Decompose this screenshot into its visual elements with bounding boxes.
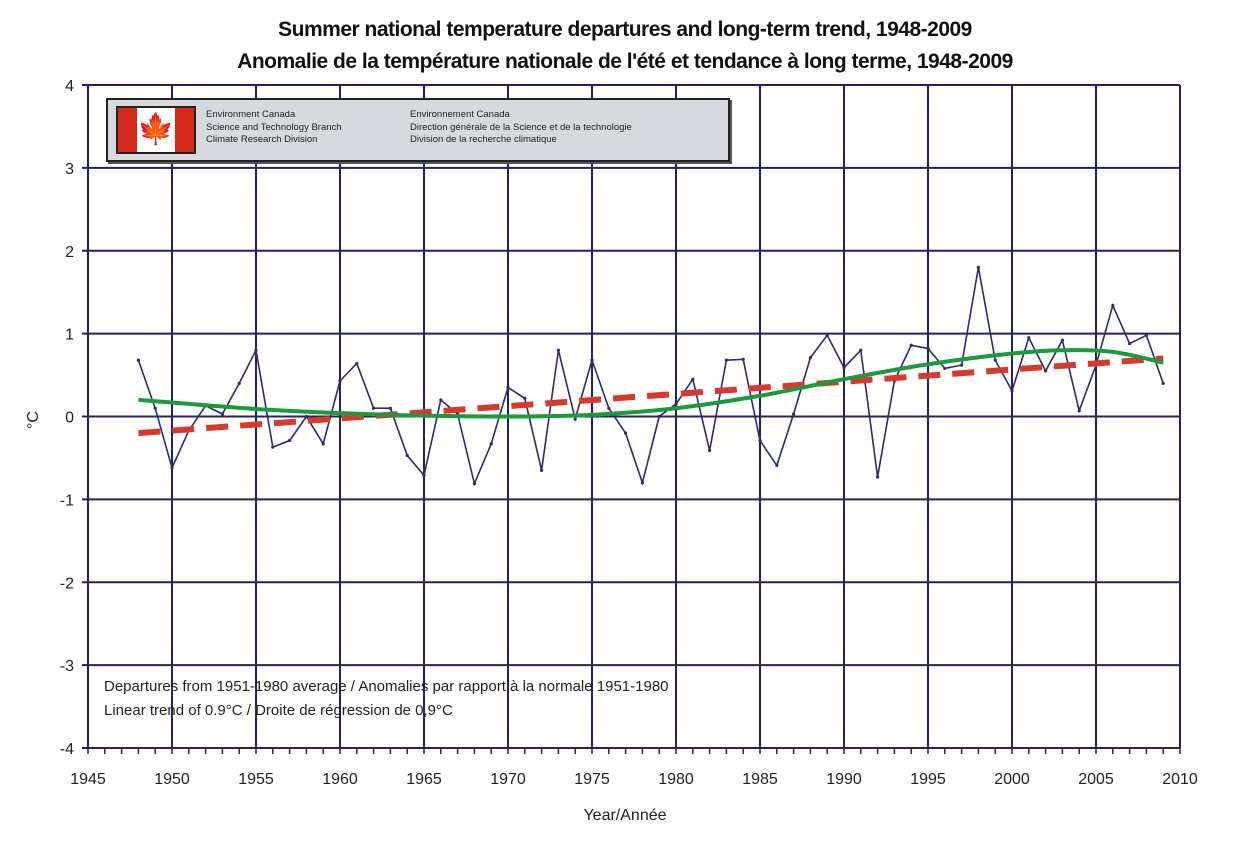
- x-tick-label: 1990: [826, 771, 862, 788]
- anomaly-point: [304, 414, 308, 419]
- anomaly-point: [590, 358, 594, 362]
- anomaly-point: [523, 396, 527, 400]
- chart-subtitle: Anomalie de la température nationale de …: [237, 50, 1013, 73]
- x-tick-label: 2000: [994, 771, 1030, 788]
- anomaly-point: [674, 402, 678, 406]
- y-tick-label: -2: [60, 575, 74, 592]
- anomaly-point: [758, 438, 762, 443]
- anomaly-point: [842, 366, 846, 370]
- anomaly-point: [288, 438, 292, 443]
- y-tick-label: 1: [65, 327, 74, 344]
- anomaly-point: [1077, 409, 1081, 413]
- x-tick-label: 1960: [322, 771, 358, 788]
- x-axis-label: Year/Année: [583, 807, 666, 824]
- anomaly-point: [943, 366, 947, 371]
- anomaly-point: [1027, 336, 1031, 340]
- anomaly-point: [691, 377, 695, 381]
- anomaly-point: [1010, 389, 1014, 393]
- anomaly-point: [338, 379, 342, 383]
- anomaly-point: [1111, 303, 1115, 308]
- anomaly-point: [271, 445, 275, 449]
- logo-text-french: Environnement Canada Direction générale d…: [410, 109, 632, 145]
- y-tick-label: 4: [65, 78, 74, 95]
- linear-trend-line: [138, 355, 1164, 437]
- anomaly-point: [909, 343, 913, 347]
- logo-text-english: Environment Canada Science and Technology…: [206, 109, 342, 145]
- anomaly-point: [388, 406, 392, 410]
- anomaly-point: [976, 265, 981, 269]
- anomaly-point: [1128, 341, 1132, 346]
- annotation-text: Departures from 1951-1980 average / Anom…: [104, 678, 669, 695]
- canada-flag-icon: 🍁: [116, 106, 196, 154]
- anomaly-point: [556, 348, 561, 352]
- anomaly-point: [1060, 338, 1064, 342]
- anomaly-point: [254, 348, 258, 352]
- anomaly-point: [573, 417, 577, 421]
- x-tick-label: 1980: [658, 771, 694, 788]
- x-tick-label: 1995: [910, 771, 946, 788]
- anomaly-point: [792, 412, 796, 416]
- smoothed-trend-curve: [138, 348, 1164, 419]
- anomaly-point: [472, 482, 476, 486]
- anomaly-point: [624, 431, 628, 435]
- x-tick-label: 1945: [70, 771, 106, 788]
- anomaly-point: [1161, 381, 1165, 385]
- x-tick-label: 1975: [574, 771, 610, 788]
- anomaly-point: [926, 346, 930, 351]
- anomaly-point: [422, 473, 426, 477]
- y-tick-label: 2: [65, 244, 74, 261]
- x-tick-label: 2010: [1162, 771, 1198, 788]
- anomaly-point: [741, 357, 745, 361]
- annotation-text: Linear trend of 0.9°C / Droite de régres…: [104, 702, 453, 719]
- anomaly-point: [708, 448, 712, 453]
- y-tick-label: -4: [60, 741, 74, 758]
- anomaly-line: [137, 267, 1164, 487]
- anomaly-point: [136, 358, 140, 362]
- anomaly-point: [775, 463, 779, 467]
- y-axis-label: °C: [25, 411, 42, 429]
- anomaly-point: [859, 348, 863, 352]
- anomaly-point: [355, 361, 359, 366]
- anomaly-point: [540, 468, 544, 472]
- anomaly-point: [960, 363, 964, 367]
- anomaly-point: [1144, 333, 1148, 337]
- x-tick-label: 1965: [406, 771, 442, 788]
- chart-title: Summer national temperature departures a…: [278, 18, 972, 41]
- x-tick-label: 1955: [238, 771, 274, 788]
- x-tick-label: 1950: [154, 771, 190, 788]
- anomaly-point: [876, 475, 880, 479]
- anomaly-point: [640, 481, 645, 485]
- x-tick-label: 2005: [1078, 771, 1114, 788]
- y-tick-label: 0: [65, 410, 74, 427]
- environment-canada-logo: 🍁 Environment Canada Science and Technolo…: [106, 98, 730, 162]
- anomaly-point: [372, 406, 376, 410]
- anomaly-point: [489, 442, 493, 446]
- anomaly-point: [170, 466, 174, 470]
- anomaly-point: [153, 406, 157, 410]
- anomaly-point: [825, 333, 829, 337]
- y-tick-label: 3: [65, 161, 74, 178]
- x-tick-label: 1985: [742, 771, 778, 788]
- anomaly-point: [1044, 369, 1048, 373]
- anomaly-point: [321, 442, 325, 446]
- anomaly-point: [724, 358, 729, 362]
- anomaly-point: [439, 398, 443, 402]
- y-tick-label: -3: [60, 658, 74, 675]
- anomaly-point: [405, 453, 409, 458]
- anomaly-point: [657, 414, 661, 419]
- anomaly-point: [808, 356, 813, 360]
- anomaly-point: [506, 385, 510, 390]
- anomaly-point: [993, 358, 997, 362]
- y-tick-label: -1: [60, 492, 74, 509]
- x-tick-label: 1970: [490, 771, 526, 788]
- anomaly-point: [220, 412, 224, 416]
- anomaly-point: [607, 406, 611, 410]
- anomaly-point: [237, 381, 241, 385]
